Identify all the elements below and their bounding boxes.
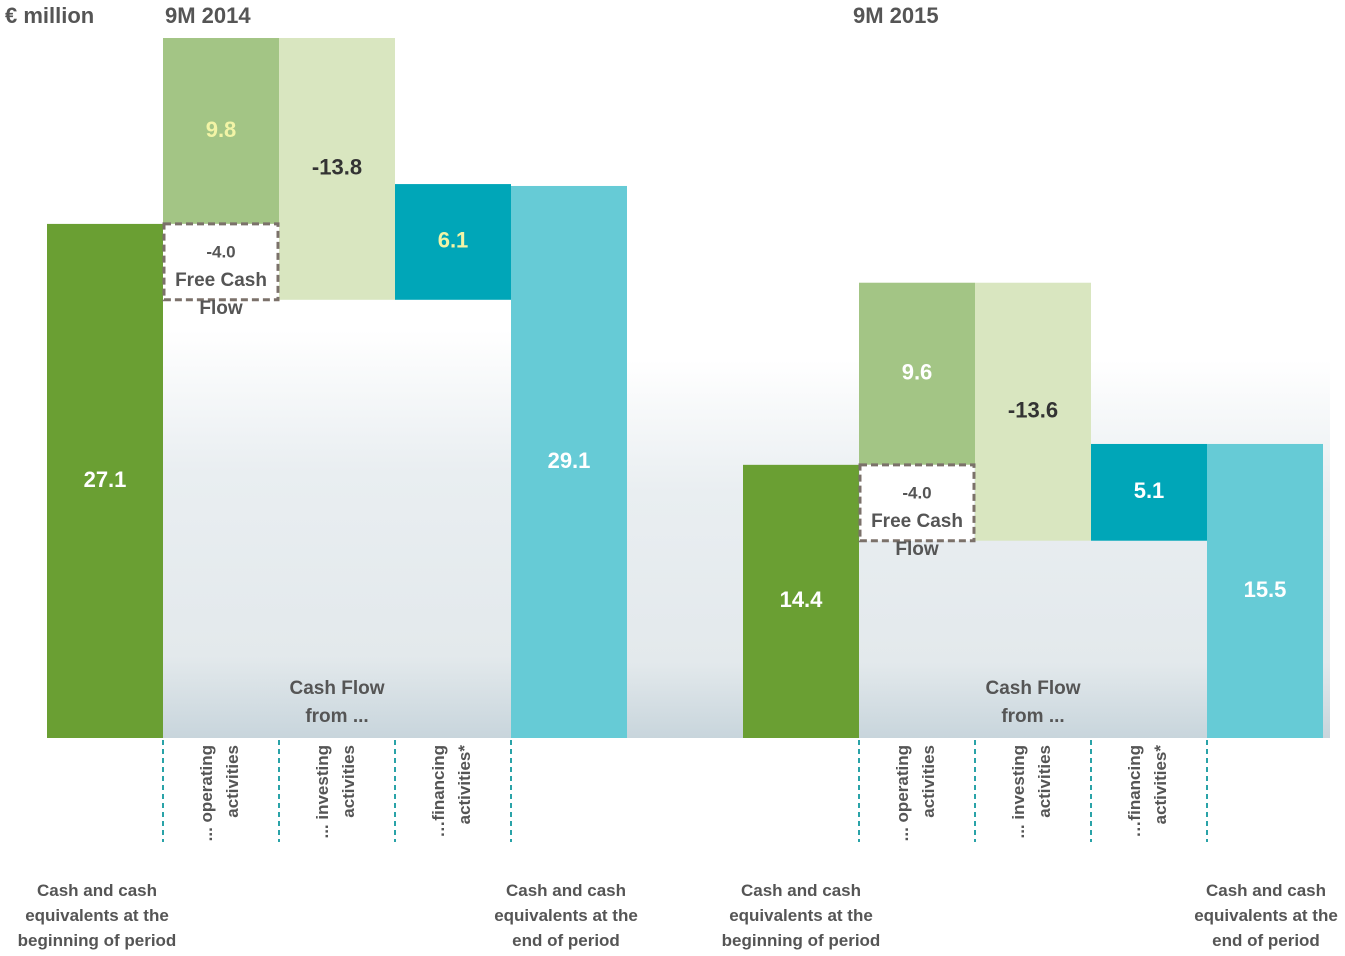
value-label: -13.6 [1008, 398, 1058, 423]
bar [1207, 443, 1323, 738]
value-label: 9.6 [902, 360, 933, 385]
bar [859, 282, 975, 465]
category-label: Cash and cash equivalents at the end of pe… [1194, 881, 1338, 950]
annotation: Cash Flow from ... [289, 678, 384, 727]
free-cash-flow-value: -4.0 [902, 483, 931, 502]
value-label: 29.1 [548, 448, 591, 473]
panel-title: 9M 2015 [853, 3, 939, 28]
category-label: …financing activities* [429, 745, 474, 838]
unit-label: € million [5, 3, 94, 28]
free-cash-flow-name: Free Cash Flow [871, 511, 963, 560]
value-label: -13.8 [312, 155, 362, 180]
value-label: 14.4 [780, 587, 824, 612]
value-label: 6.1 [438, 228, 469, 253]
free-cash-flow-value: -4.0 [206, 242, 235, 261]
value-label: 5.1 [1134, 478, 1165, 503]
free-cash-flow-box [858, 463, 976, 543]
free-cash-flow-box [162, 222, 280, 302]
background-band [163, 330, 511, 738]
category-label: ... operating activities [197, 745, 242, 841]
category-label: Cash and cash equivalents at the end of pe… [494, 881, 638, 950]
value-label: 15.5 [1244, 577, 1287, 602]
free-cash-flow-name: Free Cash Flow [175, 270, 267, 319]
category-label: Cash and cash equivalents at the beginning… [722, 881, 881, 950]
panel-title: 9M 2014 [165, 3, 251, 28]
bar [511, 185, 627, 738]
bar [1091, 443, 1207, 541]
category-label: ... operating activities [893, 745, 938, 841]
category-label: …financing activities* [1125, 745, 1170, 838]
bar [47, 223, 163, 739]
bar [743, 464, 859, 738]
bar [975, 282, 1091, 541]
category-label: ... investing activities [1009, 745, 1054, 839]
category-label: ... investing activities [313, 745, 358, 839]
bar [395, 184, 511, 300]
bar [279, 38, 395, 300]
annotation: Cash Flow from ... [985, 678, 1080, 727]
value-label: 27.1 [84, 467, 127, 492]
value-label: 9.8 [206, 117, 237, 142]
bar [163, 38, 279, 224]
category-label: Cash and cash equivalents at the beginning… [18, 881, 177, 950]
